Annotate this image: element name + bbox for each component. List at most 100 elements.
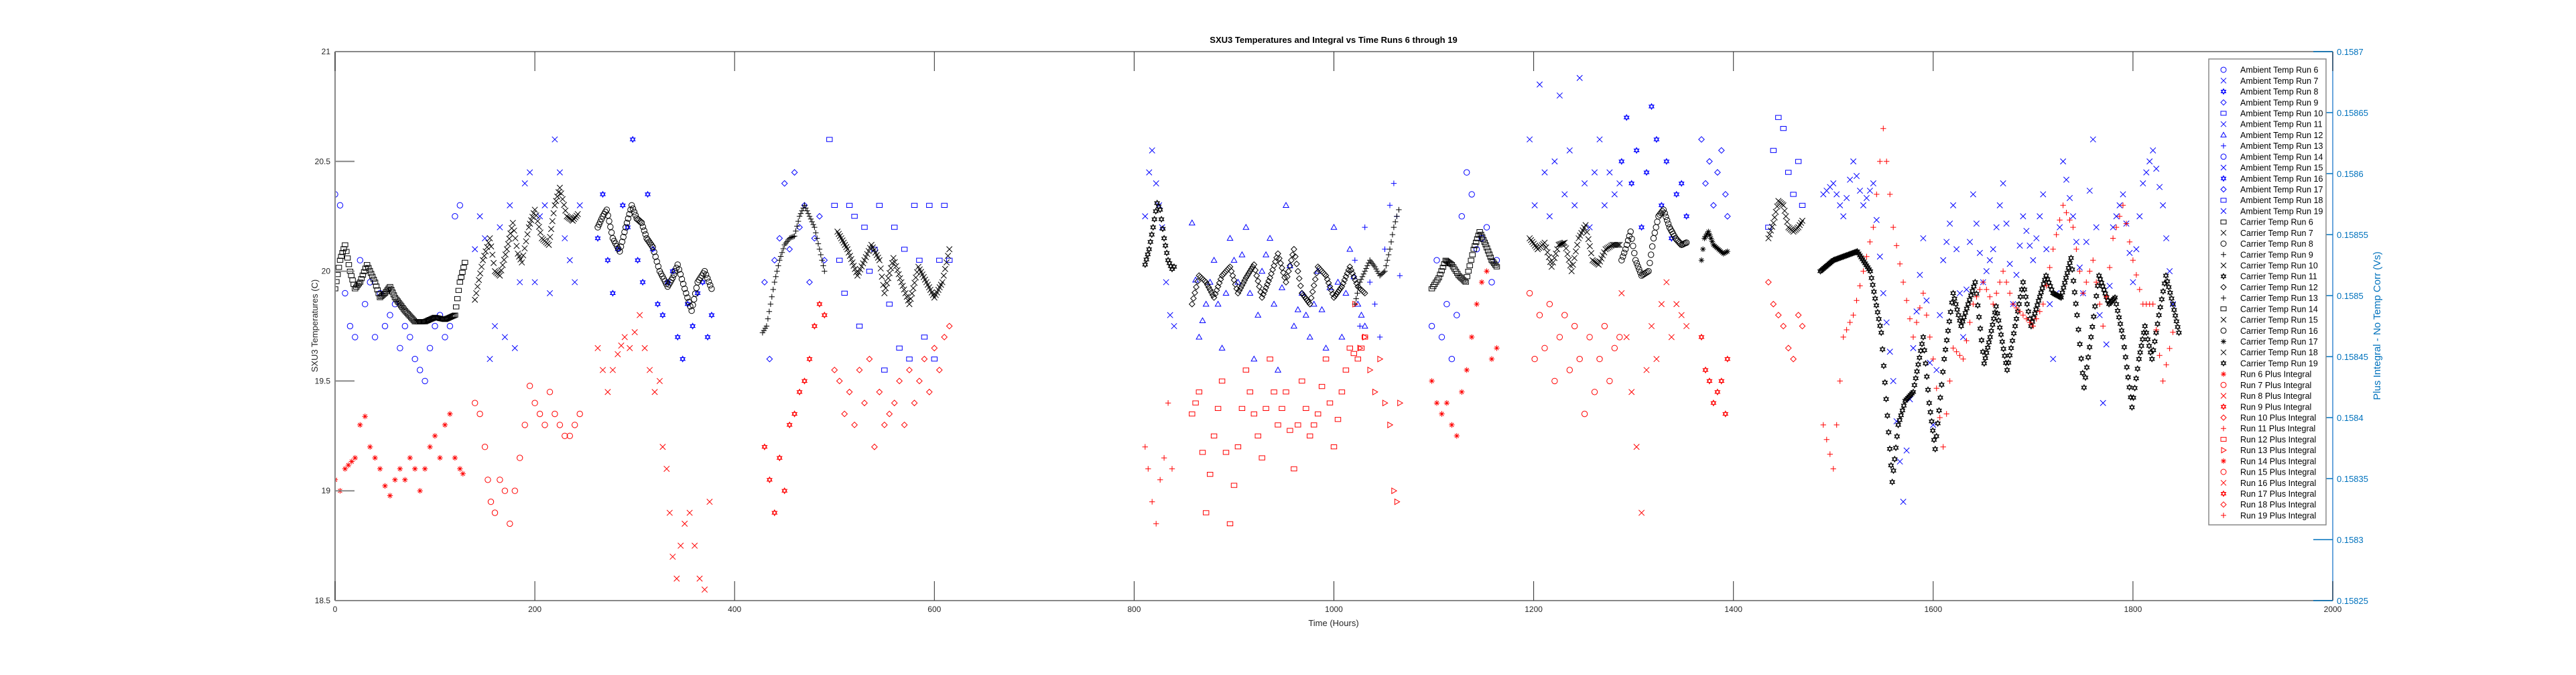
data-point <box>1271 300 1278 307</box>
series-integral-29 <box>472 383 583 527</box>
legend-entry[interactable]: Ambient Temp Run 17 <box>2220 185 2323 194</box>
data-point <box>1278 284 1286 290</box>
data-point <box>1830 180 1837 187</box>
legend-entry[interactable]: Ambient Temp Run 15 <box>2220 164 2323 173</box>
legend-entry[interactable]: Carrier Temp Run 8 <box>2220 239 2313 249</box>
data-point <box>766 476 773 483</box>
chart-title: SXU3 Temperatures and Integral vs Time R… <box>1210 35 1457 45</box>
data-point <box>1643 367 1650 373</box>
data-point <box>787 235 794 241</box>
legend-entry[interactable]: Ambient Temp Run 13 <box>2221 141 2323 151</box>
data-point <box>1867 239 1873 245</box>
data-point <box>1673 301 1680 308</box>
legend-entry[interactable]: Ambient Temp Run 8 <box>2220 87 2319 97</box>
data-point <box>1242 367 1249 373</box>
legend-entry[interactable]: Ambient Temp Run 18 <box>2220 196 2323 205</box>
data-point <box>652 253 659 260</box>
data-point <box>1322 357 1330 362</box>
legend-entry[interactable]: Ambient Temp Run 11 <box>2220 120 2323 129</box>
data-point <box>643 235 650 242</box>
legend-entry[interactable]: Carrier Temp Run 16 <box>2220 326 2318 336</box>
data-point <box>876 388 883 395</box>
legend-entry[interactable]: Run 9 Plus Integral <box>2220 402 2312 412</box>
data-point <box>1306 300 1313 308</box>
data-point <box>348 458 355 465</box>
legend-entry[interactable]: Ambient Temp Run 7 <box>2220 76 2319 86</box>
legend-entry[interactable]: Carrier Temp Run 15 <box>2220 316 2318 325</box>
data-point <box>637 312 643 318</box>
data-point <box>1780 202 1787 208</box>
data-point <box>1933 432 1940 440</box>
legend-entry[interactable]: Carrier Temp Run 19 <box>2220 359 2318 368</box>
data-point <box>856 323 863 329</box>
legend-entry[interactable]: Ambient Temp Run 16 <box>2220 174 2323 184</box>
data-point <box>1785 345 1792 352</box>
legend-entry[interactable]: Run 14 Plus Integral <box>2221 456 2316 466</box>
data-point <box>359 272 367 278</box>
data-point <box>2083 239 2089 245</box>
legend-entry[interactable]: Run 7 Plus Integral <box>2220 381 2311 390</box>
legend-entry[interactable]: Carrier Temp Run 13 <box>2221 294 2318 303</box>
data-point <box>474 283 481 290</box>
data-point <box>701 587 708 593</box>
legend-entry[interactable]: Ambient Temp Run 10 <box>2220 109 2323 118</box>
legend-entry[interactable]: Run 18 Plus Integral <box>2220 500 2316 509</box>
data-point <box>1259 455 1265 461</box>
legend-entry[interactable]: Carrier Temp Run 11 <box>2220 272 2317 282</box>
data-point <box>2077 268 2083 274</box>
legend-entry[interactable]: Carrier Temp Run 10 <box>2220 261 2318 270</box>
data-point <box>1352 257 1358 263</box>
legend-entry[interactable]: Run 12 Plus Integral <box>2220 435 2316 444</box>
data-point <box>1773 208 1779 215</box>
legend-entry[interactable]: Run 19 Plus Integral <box>2221 511 2316 520</box>
data-point <box>2172 312 2179 320</box>
data-point <box>1487 255 1494 260</box>
data-point <box>1204 281 1211 288</box>
legend-entry[interactable]: Ambient Temp Run 6 <box>2220 66 2319 75</box>
data-point <box>2016 300 2022 308</box>
legend-entry[interactable]: Ambient Temp Run 9 <box>2220 98 2319 107</box>
data-point <box>621 229 628 235</box>
data-point <box>604 389 611 395</box>
data-point <box>342 466 348 472</box>
legend-entry[interactable]: Run 17 Plus Integral <box>2220 489 2317 499</box>
legend-entry[interactable]: Run 11 Plus Integral <box>2221 424 2315 434</box>
legend-entry[interactable]: Carrier Temp Run 14 <box>2220 304 2318 314</box>
data-point <box>1870 180 1876 187</box>
data-point <box>1283 389 1289 395</box>
series-ambient-8 <box>1428 169 1500 363</box>
data-point <box>2038 289 2045 296</box>
data-point <box>1286 262 1293 269</box>
data-point <box>1582 222 1589 229</box>
data-point <box>1151 215 1158 223</box>
legend-entry[interactable]: Run 8 Plus Integral <box>2220 391 2311 401</box>
data-point <box>1267 235 1274 241</box>
legend-entry[interactable]: Run 13 Plus Integral <box>2221 446 2316 455</box>
data-point <box>1601 322 1608 330</box>
y-tick-label: 18.5 <box>315 596 331 605</box>
legend-entry[interactable]: Run 10 Plus Integral <box>2220 413 2316 422</box>
legend-entry[interactable]: Carrier Temp Run 17 <box>2221 337 2318 347</box>
data-point <box>1293 260 1300 267</box>
data-point <box>1149 147 1155 154</box>
data-point <box>2047 301 2053 308</box>
legend-entry[interactable]: Carrier Temp Run 6 <box>2220 218 2313 227</box>
legend-entry[interactable]: Run 15 Plus Integral <box>2220 468 2316 477</box>
data-point <box>2059 289 2065 296</box>
legend-entry[interactable]: Carrier Temp Run 7 <box>2220 229 2313 238</box>
legend-entry[interactable]: Ambient Temp Run 14 <box>2220 152 2323 162</box>
legend-entry[interactable]: Run 16 Plus Integral <box>2220 479 2316 488</box>
legend-entry[interactable]: Carrier Temp Run 12 <box>2220 283 2318 292</box>
legend-entry[interactable]: Run 6 Plus Integral <box>2221 370 2311 379</box>
data-point <box>886 269 893 276</box>
data-point <box>619 239 626 245</box>
data-point <box>2133 375 2140 382</box>
legend-entry[interactable]: Ambient Temp Run 12 <box>2220 131 2323 140</box>
series-integral-36 <box>1429 268 1500 439</box>
legend-entry[interactable]: Ambient Temp Run 19 <box>2220 206 2323 216</box>
data-point <box>1306 333 1313 340</box>
legend-entry[interactable]: Carrier Temp Run 9 <box>2221 250 2313 259</box>
data-point <box>1493 264 1500 269</box>
legend-entry[interactable]: Carrier Temp Run 18 <box>2220 348 2318 357</box>
data-point <box>517 279 523 286</box>
